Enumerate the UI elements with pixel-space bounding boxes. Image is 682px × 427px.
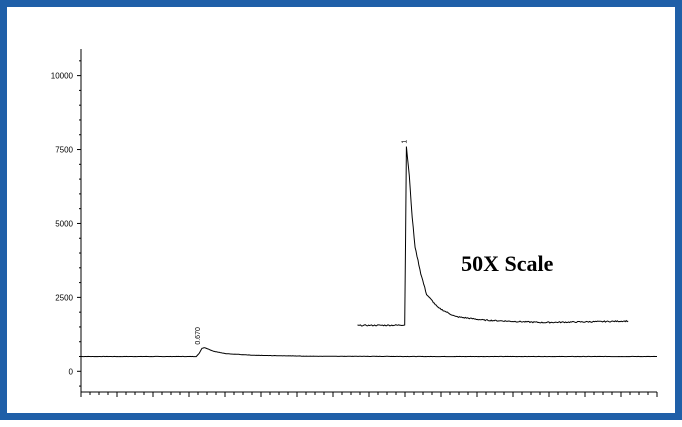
series-line-1 — [81, 347, 657, 358]
peak-label: 0.670 — [195, 327, 202, 345]
y-tick-label: 7500 — [55, 146, 73, 155]
labels-layer: 0.670 1 50X Scale — [195, 140, 553, 345]
y-tick-label: 10000 — [51, 72, 74, 81]
scale-annotation: 50X Scale — [461, 251, 554, 276]
series-layer — [81, 146, 657, 358]
y-tick-label: 2500 — [55, 293, 73, 302]
series-line-2 — [357, 146, 629, 327]
chromatogram-chart: 0 2500 5000 7500 10000 0.670 1 50X Scale — [51, 49, 658, 397]
axes: 0 2500 5000 7500 10000 — [51, 49, 658, 397]
y-tick-label: 0 — [69, 367, 74, 376]
y-tick-label: 5000 — [55, 219, 73, 228]
peak-label: 1 — [401, 140, 408, 144]
